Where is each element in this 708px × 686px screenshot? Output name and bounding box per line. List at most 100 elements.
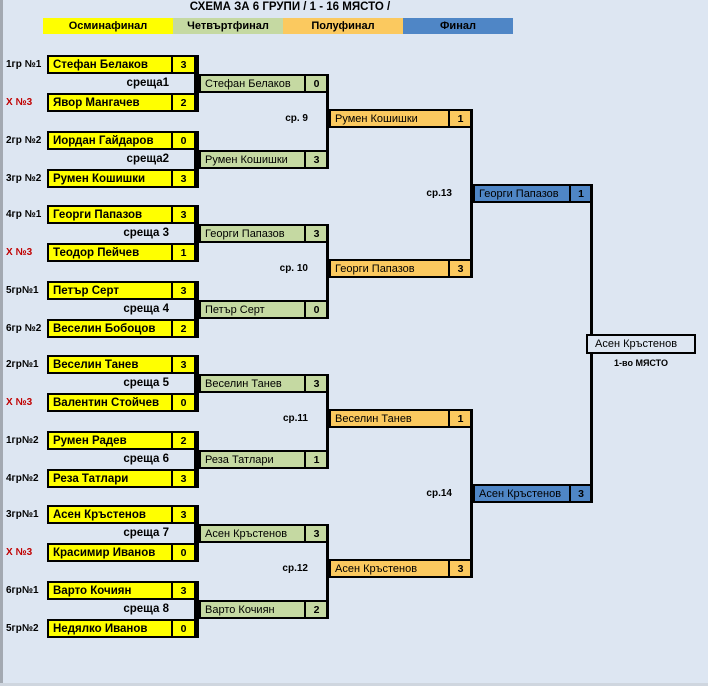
player-score: 3 bbox=[171, 583, 194, 598]
bracket-connector bbox=[194, 205, 199, 262]
bracket-connector bbox=[470, 409, 473, 578]
match-id-label: ср. 10 bbox=[279, 263, 308, 274]
quarterfinal-box: Веселин Танев 3 bbox=[199, 374, 329, 393]
player-name: Георги Папазов bbox=[53, 208, 143, 221]
player-name: Георги Папазов bbox=[479, 187, 559, 200]
player-score: 1 bbox=[569, 186, 591, 201]
bracket-connector bbox=[326, 74, 329, 169]
player-name: Петър Серт bbox=[205, 303, 265, 316]
match-id-label: ср.14 bbox=[426, 488, 452, 499]
player-score: 3 bbox=[304, 376, 327, 391]
final-box: Асен Кръстенов 3 bbox=[473, 484, 593, 503]
semifinal-box: Георги Папазов 3 bbox=[329, 259, 473, 278]
player-score: 3 bbox=[171, 283, 194, 298]
player-score: 3 bbox=[171, 507, 194, 522]
round-header-final: Финал bbox=[403, 18, 513, 34]
player-name: Румен Радев bbox=[53, 434, 127, 447]
round1-player-box: Веселин Бобоцов 2 bbox=[47, 319, 196, 338]
player-score: 0 bbox=[171, 133, 194, 148]
player-name: Асен Кръстенов bbox=[335, 562, 418, 575]
champion-box: Асен Кръстенов bbox=[586, 334, 696, 354]
bracket-connector bbox=[194, 505, 199, 562]
seed-label: X №3 bbox=[6, 547, 33, 558]
player-score: 3 bbox=[448, 261, 471, 276]
player-score: 0 bbox=[304, 76, 327, 91]
quarterfinal-box: Реза Татлари 1 bbox=[199, 450, 329, 469]
quarterfinal-box: Стефан Белаков 0 bbox=[199, 74, 329, 93]
quarterfinal-box: Варто Кочиян 2 bbox=[199, 600, 329, 619]
player-name: Стефан Белаков bbox=[53, 58, 148, 71]
quarterfinal-box: Петър Серт 0 bbox=[199, 300, 329, 319]
seed-label: X №3 bbox=[6, 397, 33, 408]
player-name: Веселин Танев bbox=[53, 358, 139, 371]
semifinal-box: Румен Кошишки 1 bbox=[329, 109, 473, 128]
player-score: 3 bbox=[304, 226, 327, 241]
player-name: Асен Кръстенов bbox=[479, 487, 562, 500]
player-name: Варто Кочиян bbox=[53, 584, 132, 597]
player-score: 3 bbox=[304, 526, 327, 541]
round1-player-box: Асен Кръстенов 3 bbox=[47, 505, 196, 524]
player-name: Георги Папазов bbox=[205, 227, 285, 240]
seed-label: 5гр№2 bbox=[6, 623, 39, 634]
player-score: 1 bbox=[171, 245, 194, 260]
round1-player-box: Варто Кочиян 3 bbox=[47, 581, 196, 600]
match-id-label: ср.11 bbox=[282, 413, 308, 424]
player-name: Реза Татлари bbox=[53, 472, 129, 485]
player-score: 3 bbox=[171, 207, 194, 222]
player-score: 2 bbox=[171, 321, 194, 336]
seed-label: 1гр№2 bbox=[6, 435, 39, 446]
match-id-label: ср.13 bbox=[426, 188, 452, 199]
round1-player-box: Стефан Белаков 3 bbox=[47, 55, 196, 74]
player-name: Йордан Гайдаров bbox=[53, 134, 154, 147]
match-number-label: среща 4 bbox=[123, 303, 169, 315]
bracket-connector bbox=[326, 224, 329, 319]
seed-label: 4гр№2 bbox=[6, 473, 39, 484]
player-name: Реза Татлари bbox=[205, 453, 274, 466]
player-name: Веселин Танев bbox=[335, 412, 412, 425]
seed-label: 6гр №2 bbox=[6, 323, 42, 334]
player-score: 0 bbox=[171, 621, 194, 636]
seed-label: 2гр№1 bbox=[6, 359, 39, 370]
round1-player-box: Йордан Гайдаров 0 bbox=[47, 131, 196, 150]
seed-label: 4гр №1 bbox=[6, 209, 42, 220]
player-name: Асен Кръстенов bbox=[205, 527, 288, 540]
semifinal-box: Асен Кръстенов 3 bbox=[329, 559, 473, 578]
player-name: Георги Папазов bbox=[335, 262, 415, 275]
seed-label: X №3 bbox=[6, 97, 33, 108]
bracket-connector bbox=[194, 355, 199, 412]
player-score: 3 bbox=[304, 152, 327, 167]
seed-label: 3гр №2 bbox=[6, 173, 42, 184]
player-name: Явор Мангачев bbox=[53, 96, 140, 109]
first-place-caption: 1-во МЯСТО bbox=[614, 358, 668, 368]
semifinal-box: Веселин Танев 1 bbox=[329, 409, 473, 428]
player-score: 1 bbox=[304, 452, 327, 467]
seed-label: 2гр №2 bbox=[6, 135, 42, 146]
match-number-label: среща2 bbox=[126, 153, 169, 165]
player-name: Асен Кръстенов bbox=[53, 508, 146, 521]
page-title: СХЕМА ЗА 6 ГРУПИ / 1 - 16 МЯСТО / bbox=[189, 1, 391, 13]
champion-name: Асен Кръстенов bbox=[595, 338, 678, 350]
player-name: Стефан Белаков bbox=[205, 77, 291, 90]
round1-player-box: Румен Радев 2 bbox=[47, 431, 196, 450]
round1-player-box: Реза Татлари 3 bbox=[47, 469, 196, 488]
seed-label: X №3 bbox=[6, 247, 33, 258]
match-number-label: среща 7 bbox=[123, 527, 169, 539]
player-name: Петър Серт bbox=[53, 284, 119, 297]
bracket-connector bbox=[194, 281, 199, 338]
player-name: Румен Кошишки bbox=[205, 153, 288, 166]
player-name: Недялко Иванов bbox=[53, 622, 148, 635]
round1-player-box: Недялко Иванов 0 bbox=[47, 619, 196, 638]
player-score: 3 bbox=[171, 57, 194, 72]
round1-player-box: Теодор Пейчев 1 bbox=[47, 243, 196, 262]
player-score: 3 bbox=[448, 561, 471, 576]
round-header-quarterfinal: Четвъртфинал bbox=[173, 18, 283, 34]
player-name: Теодор Пейчев bbox=[53, 246, 140, 259]
player-score: 3 bbox=[569, 486, 591, 501]
player-name: Валентин Стойчев bbox=[53, 396, 160, 409]
player-score: 2 bbox=[304, 602, 327, 617]
round1-player-box: Явор Мангачев 2 bbox=[47, 93, 196, 112]
round-header-semifinal: Полуфинал bbox=[283, 18, 403, 34]
player-score: 2 bbox=[171, 433, 194, 448]
seed-label: 1гр №1 bbox=[6, 59, 42, 70]
quarterfinal-box: Асен Кръстенов 3 bbox=[199, 524, 329, 543]
